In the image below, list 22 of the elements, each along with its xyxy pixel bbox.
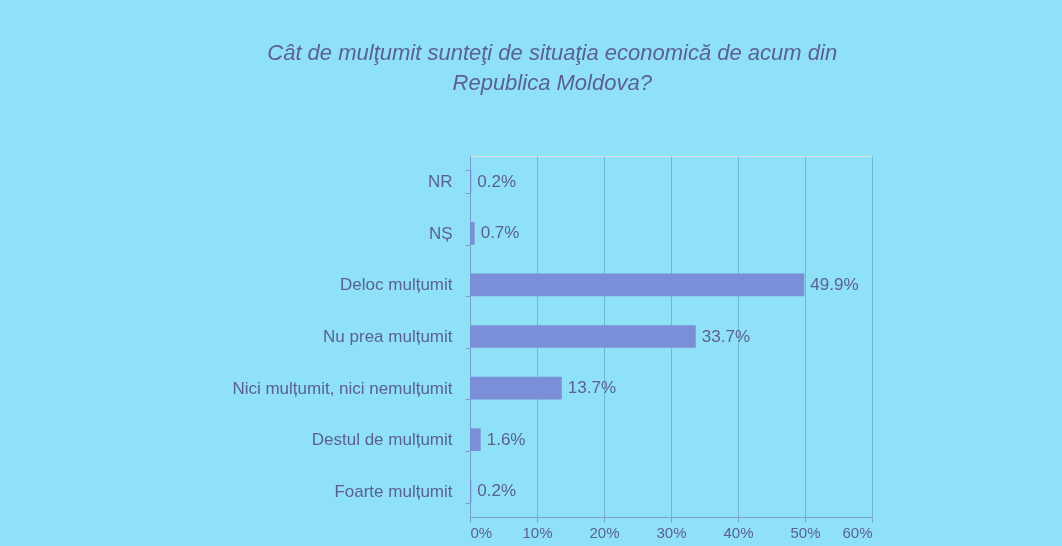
- data-label: 0.7%: [480, 223, 520, 243]
- y-tick-label: NȘ: [428, 223, 453, 243]
- y-tick-label: Nu prea mulțumit: [323, 327, 453, 346]
- x-tick-label: 50%: [790, 523, 821, 541]
- chart-title: Cât de mulţumit sunteţi de situaţia economică de acum din Republica Moldova?: [267, 40, 838, 95]
- x-tick-label: 0%: [470, 523, 493, 541]
- data-label: 0.2%: [477, 481, 517, 501]
- y-tick-label: Destul de mulțumit: [311, 430, 453, 450]
- y-tick-label: Deloc mulțumit: [340, 275, 453, 295]
- data-label: 13.7%: [567, 378, 616, 398]
- data-label: 49.9%: [810, 274, 859, 294]
- data-label: 33.7%: [701, 326, 750, 346]
- data-label: 0.2%: [477, 171, 517, 191]
- x-tick-label: 40%: [723, 523, 754, 541]
- y-tick-label: Nici mulțumit, nici nemulțumit: [232, 378, 453, 398]
- x-tick-label: 20%: [589, 523, 620, 541]
- data-label: 1.6%: [486, 429, 526, 449]
- y-tick-label: NR: [427, 172, 453, 192]
- y-tick-label: Foarte mulțumit: [334, 481, 453, 501]
- x-tick-label: 10%: [522, 523, 553, 541]
- x-tick-label: 30%: [656, 523, 687, 541]
- x-tick-label: 60%: [842, 523, 873, 541]
